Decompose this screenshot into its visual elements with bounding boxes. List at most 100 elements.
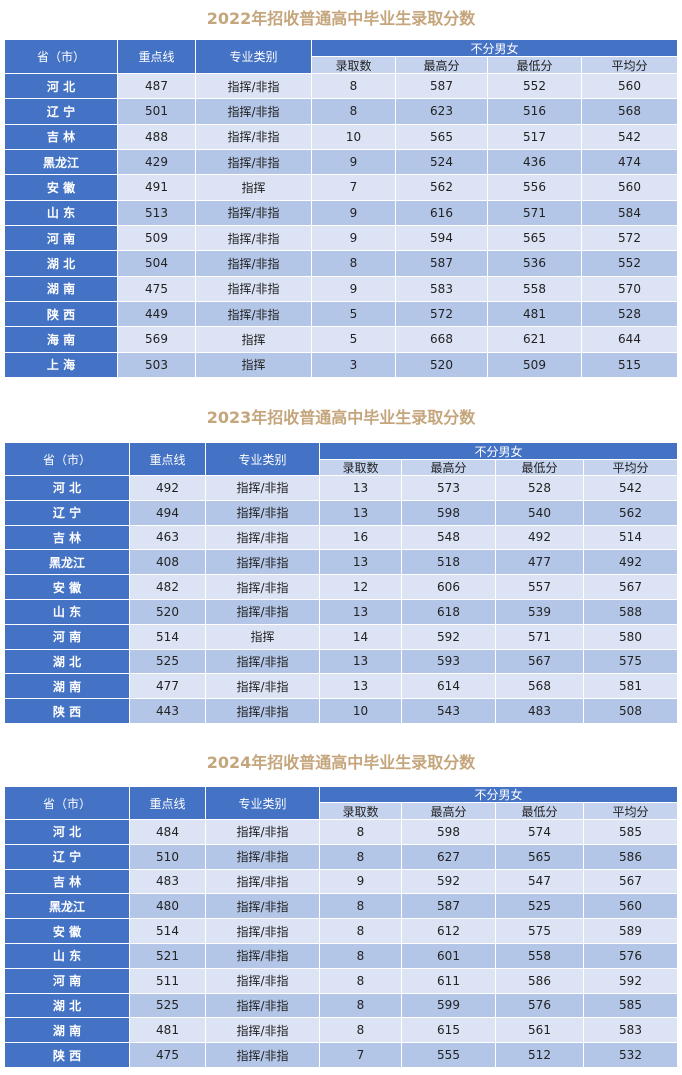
subheader-cell: 最高分 — [402, 460, 496, 476]
data-cell: 8 — [312, 74, 396, 100]
subheader-cell: 最高分 — [402, 803, 496, 820]
header-cell: 省（市） — [5, 40, 118, 74]
data-cell: 539 — [496, 600, 584, 625]
province-cell: 安 徽 — [5, 175, 118, 201]
data-cell: 13 — [320, 649, 402, 675]
data-cell: 615 — [402, 1018, 496, 1044]
data-cell: 556 — [488, 175, 582, 201]
header-cell: 省（市） — [5, 443, 130, 476]
data-cell: 9 — [312, 149, 396, 176]
data-cell: 558 — [488, 276, 582, 302]
data-cell: 指挥/非指 — [206, 525, 320, 551]
data-cell: 509 — [488, 352, 582, 378]
data-cell: 10 — [312, 124, 396, 150]
data-cell: 511 — [130, 968, 206, 994]
province-cell: 湖 北 — [5, 251, 118, 277]
table-title: 2022年招收普通高中毕业生录取分数 — [206, 9, 476, 28]
subheader-cell: 录取数 — [312, 57, 396, 74]
data-cell: 指挥/非指 — [206, 1018, 320, 1044]
data-cell: 587 — [402, 894, 496, 920]
data-cell: 475 — [130, 1043, 206, 1068]
table-title: 2023年招收普通高中毕业生录取分数 — [206, 408, 476, 427]
province-cell: 吉 林 — [5, 525, 130, 551]
data-cell: 587 — [396, 74, 488, 100]
province-cell: 湖 南 — [5, 276, 118, 302]
data-cell: 542 — [584, 476, 678, 501]
data-cell: 562 — [584, 500, 678, 526]
province-cell: 河 北 — [5, 476, 130, 501]
data-cell: 516 — [488, 99, 582, 125]
data-cell: 586 — [584, 844, 678, 870]
data-cell: 542 — [582, 124, 678, 150]
data-cell: 668 — [396, 327, 488, 353]
data-cell: 指挥/非指 — [206, 699, 320, 724]
data-cell: 558 — [496, 944, 584, 969]
data-cell: 8 — [320, 968, 402, 994]
province-cell: 吉 林 — [5, 124, 118, 150]
data-cell: 492 — [496, 525, 584, 551]
data-cell: 指挥/非指 — [196, 99, 312, 125]
data-cell: 555 — [402, 1043, 496, 1068]
province-cell: 陕 西 — [5, 1043, 130, 1068]
data-cell: 567 — [584, 575, 678, 600]
data-cell: 512 — [496, 1043, 584, 1068]
data-cell: 562 — [396, 175, 488, 201]
header-cell: 专业类别 — [206, 443, 320, 476]
province-cell: 海 南 — [5, 327, 118, 353]
data-cell: 520 — [396, 352, 488, 378]
data-cell: 509 — [118, 225, 196, 252]
data-cell: 12 — [320, 575, 402, 600]
data-cell: 503 — [118, 352, 196, 378]
data-cell: 指挥/非指 — [196, 200, 312, 226]
data-cell: 8 — [320, 993, 402, 1019]
data-cell: 5 — [312, 301, 396, 328]
header-group: 不分男女 — [320, 443, 678, 460]
data-cell: 627 — [402, 844, 496, 870]
data-cell: 567 — [584, 869, 678, 895]
subheader-cell: 录取数 — [320, 460, 402, 476]
data-cell: 584 — [582, 200, 678, 226]
province-cell: 河 南 — [5, 225, 118, 252]
data-cell: 8 — [320, 944, 402, 969]
data-cell: 463 — [130, 525, 206, 551]
data-cell: 指挥/非指 — [206, 919, 320, 944]
data-cell: 436 — [488, 149, 582, 176]
header-cell: 重点线 — [130, 787, 206, 820]
data-cell: 557 — [496, 575, 584, 600]
data-cell: 指挥/非指 — [206, 820, 320, 845]
data-cell: 575 — [496, 919, 584, 944]
data-cell: 580 — [584, 624, 678, 650]
data-cell: 594 — [396, 225, 488, 252]
data-cell: 518 — [402, 550, 496, 576]
data-cell: 10 — [320, 699, 402, 724]
province-cell: 湖 南 — [5, 1018, 130, 1044]
data-cell: 621 — [488, 327, 582, 353]
data-cell: 565 — [396, 124, 488, 150]
data-cell: 540 — [496, 500, 584, 526]
data-cell: 565 — [496, 844, 584, 870]
data-cell: 570 — [582, 276, 678, 302]
data-cell: 指挥/非指 — [196, 124, 312, 150]
data-cell: 588 — [584, 600, 678, 625]
subheader-cell: 录取数 — [320, 803, 402, 820]
data-cell: 16 — [320, 525, 402, 551]
province-cell: 黑龙江 — [5, 550, 130, 576]
data-cell: 598 — [402, 820, 496, 845]
data-cell: 585 — [584, 993, 678, 1019]
data-cell: 指挥/非指 — [206, 869, 320, 895]
province-cell: 河 南 — [5, 968, 130, 994]
province-cell: 湖 南 — [5, 674, 130, 700]
data-cell: 481 — [488, 301, 582, 328]
data-cell: 指挥/非指 — [196, 74, 312, 100]
data-cell: 644 — [582, 327, 678, 353]
data-cell: 514 — [130, 624, 206, 650]
province-cell: 黑龙江 — [5, 894, 130, 920]
subheader-cell: 最低分 — [496, 460, 584, 476]
province-cell: 河 北 — [5, 820, 130, 845]
data-cell: 492 — [584, 550, 678, 576]
data-cell: 指挥/非指 — [206, 674, 320, 700]
data-cell: 581 — [584, 674, 678, 700]
data-cell: 429 — [118, 149, 196, 176]
data-cell: 611 — [402, 968, 496, 994]
data-cell: 567 — [496, 649, 584, 675]
